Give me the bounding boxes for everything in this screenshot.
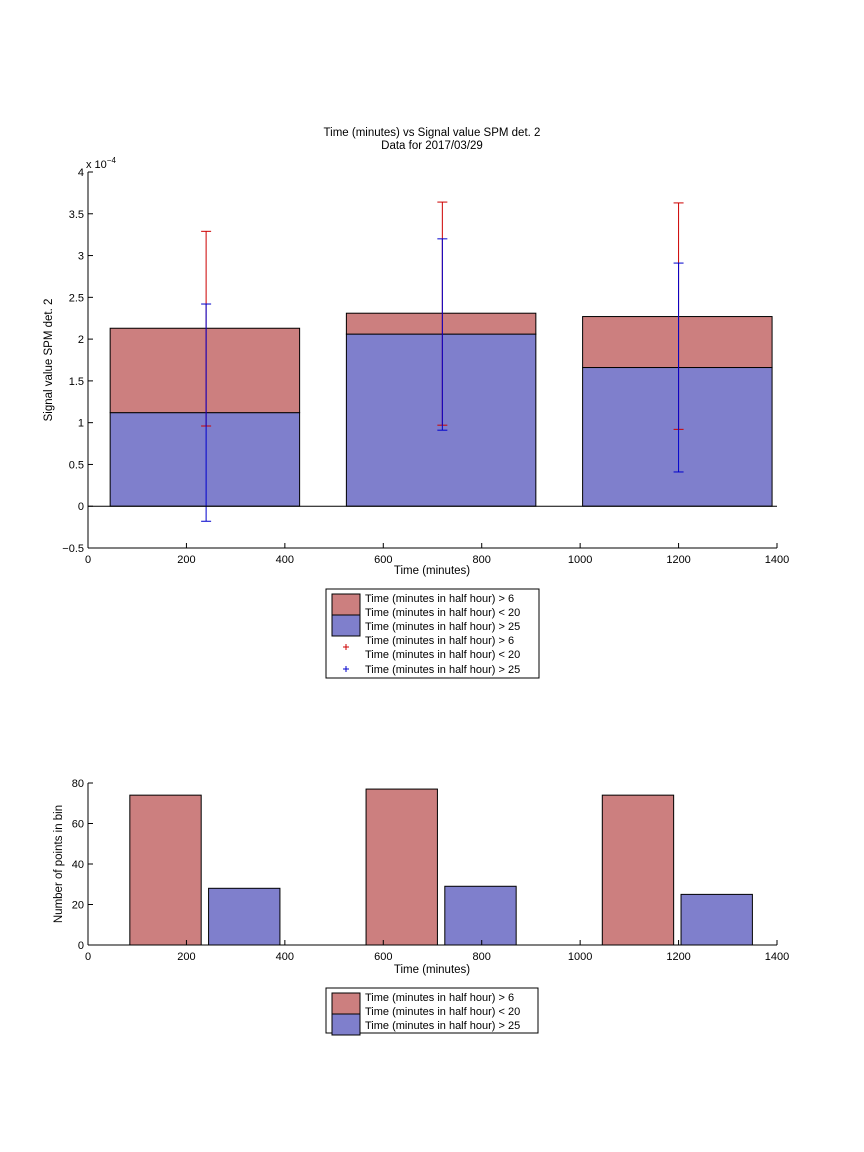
legend-swatch-red <box>331 593 361 616</box>
legend-swatch-blue <box>331 614 361 637</box>
x-tick-label: 600 <box>374 554 392 566</box>
y-tick-label: 4 <box>78 167 84 179</box>
x-tick-label: 400 <box>276 951 294 963</box>
y-tick-label: 80 <box>72 778 84 790</box>
count-bars <box>129 788 753 946</box>
count-bar-red-4 <box>601 794 675 946</box>
legend-label: Time (minutes in half hour) < 20 <box>365 607 520 619</box>
x-tick-label: 800 <box>473 951 491 963</box>
count-bar-blue-5 <box>680 893 753 946</box>
y-tick-label: 0.5 <box>69 459 84 471</box>
y-tick-label: 60 <box>72 819 84 831</box>
count-bar-blue-1 <box>208 887 281 946</box>
legend-label: Time (minutes in half hour) > 25 <box>365 1020 520 1032</box>
x-tick-label: 600 <box>374 951 392 963</box>
count-bar-blue-3 <box>444 885 517 946</box>
legend-label: Time (minutes in half hour) > 25 <box>365 621 520 633</box>
x-tick-label: 1400 <box>765 951 789 963</box>
y-tick-label: 2.5 <box>69 292 84 304</box>
legend-label: Time (minutes in half hour) > 25 <box>365 664 520 676</box>
x-tick-label: 1200 <box>666 554 690 566</box>
y-tick-label: 0 <box>78 501 84 513</box>
y-tick-label: 3.5 <box>69 209 84 221</box>
x-tick-label: 1000 <box>568 554 592 566</box>
y-tick-label: 1 <box>78 418 84 430</box>
count-chart: 0 200 400 600 800 1000 1200 1400 0 20 40 60 80 Time … <box>53 778 789 976</box>
legend-swatch-blue <box>331 1013 361 1036</box>
signal-axes: 0 200 400 600 800 1000 1200 1400−0.500.511.522.… <box>62 167 789 566</box>
signal-bar-red-0 <box>109 327 301 414</box>
signal-bar-red-2 <box>582 316 773 369</box>
y-tick-label: 0 <box>78 940 84 952</box>
signal-bar-blue-1 <box>345 333 537 507</box>
signal-error-bars <box>201 201 684 522</box>
legend-swatch-red <box>331 992 361 1015</box>
signal-legend: Time (minutes in half hour) > 6 Time (min… <box>325 588 540 679</box>
legend-box <box>325 987 539 1034</box>
x-tick-label: 0 <box>85 554 91 566</box>
legend-label: Time (minutes in half hour) > 6 <box>365 635 514 647</box>
x-tick-label: 200 <box>177 951 195 963</box>
y-tick-label: 3 <box>78 251 84 263</box>
y-tick-label: 40 <box>72 859 84 871</box>
count-x-axis-label: Time (minutes) <box>394 964 470 976</box>
signal-y-axis-label: Signal value SPM det. 2 <box>43 299 55 422</box>
count-axes: 0 200 400 600 800 1000 1200 1400 0 20 40 60 80 <box>72 778 789 963</box>
count-y-axis-label: Number of points in bin <box>53 805 65 923</box>
count-bar-red-0 <box>129 794 202 946</box>
y-tick-label: −0.5 <box>62 543 84 555</box>
signal-bar-red-1 <box>345 312 537 335</box>
chart-subtitle: Data for 2017/03/29 <box>381 140 483 152</box>
signal-chart: 0 200 400 600 800 1000 1200 1400−0.500.511.522.… <box>43 156 789 577</box>
x-tick-label: 0 <box>85 951 91 963</box>
x-tick-label: 1000 <box>568 951 592 963</box>
signal-bar-blue-0 <box>109 412 301 507</box>
y-tick-label: 20 <box>72 900 84 912</box>
legend-label: Time (minutes in half hour) < 20 <box>365 1006 520 1018</box>
signal-bars <box>109 312 773 507</box>
signal-bar-blue-2 <box>582 367 773 507</box>
y-tick-label: 1.5 <box>69 376 84 388</box>
count-legend: Time (minutes in half hour) > 6 Time (min… <box>325 987 539 1036</box>
chart-title: Time (minutes) vs Signal value SPM det. … <box>324 127 541 139</box>
y-tick-label: 2 <box>78 334 84 346</box>
count-bar-red-2 <box>365 788 438 946</box>
x-tick-label: 200 <box>177 554 195 566</box>
y-exponent-label: x 10−4 <box>86 156 116 171</box>
x-tick-label: 1400 <box>765 554 789 566</box>
x-tick-label: 400 <box>276 554 294 566</box>
signal-x-axis-label: Time (minutes) <box>394 565 470 577</box>
legend-label: Time (minutes in half hour) > 6 <box>365 992 514 1004</box>
x-tick-label: 800 <box>473 554 491 566</box>
legend-box <box>325 588 540 679</box>
legend-label: Time (minutes in half hour) > 6 <box>365 593 514 605</box>
legend-label: Time (minutes in half hour) < 20 <box>365 649 520 661</box>
x-tick-label: 1200 <box>666 951 690 963</box>
